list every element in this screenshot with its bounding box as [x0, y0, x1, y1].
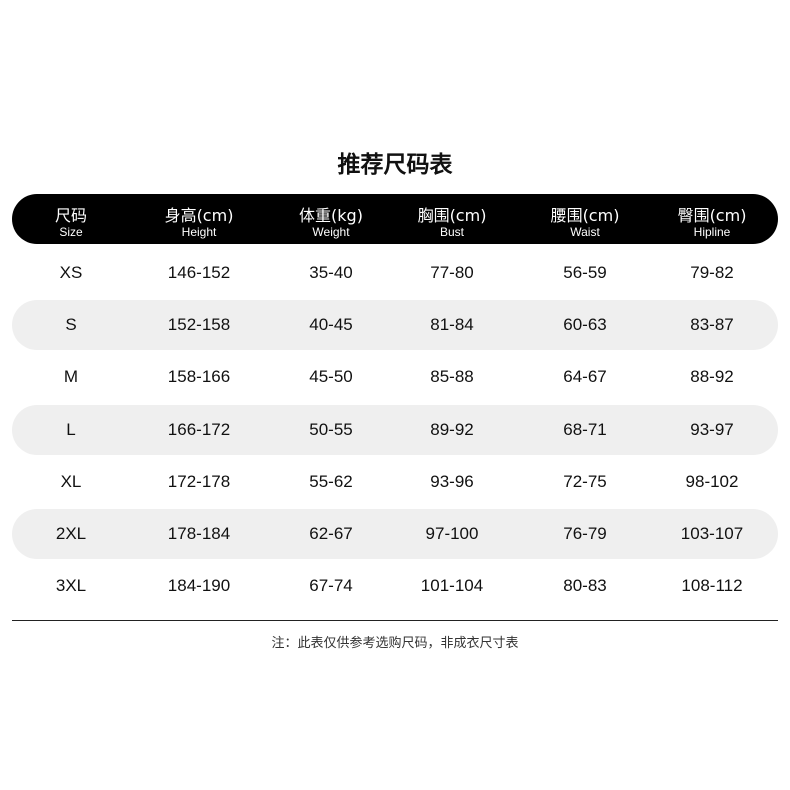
table-cell: 72-75: [563, 471, 607, 491]
table-cell: 2XL: [55, 524, 87, 543]
table-cell: 89-92: [430, 419, 474, 439]
column-header: 腰围(cm) Waist: [520, 194, 650, 244]
table-cell: 67-74: [309, 576, 353, 596]
table-cell: 3XL: [55, 576, 87, 596]
table-row: 3XL 184-190 67-74 101-104 80-83 108-112: [12, 561, 778, 611]
table-cell: 172-178: [167, 471, 231, 491]
table-row: M 158-166 45-50 85-88 64-67 88-92: [12, 352, 778, 402]
table-cell: 64-67: [563, 367, 607, 387]
table-cell: 35-40: [309, 263, 353, 282]
table-cell: L: [66, 419, 76, 439]
table-cell: 40-45: [309, 315, 353, 335]
column-header-zh: 臀围(cm): [677, 206, 747, 225]
table-cell: 55-62: [309, 471, 353, 491]
table-cell: 62-67: [309, 524, 353, 543]
column-header-zh: 腰围(cm): [550, 206, 620, 225]
column-header: 身高(cm) Height: [134, 194, 264, 244]
table-cell: 60-63: [563, 315, 607, 335]
table-cell: XS: [59, 263, 83, 282]
table-cell: 152-158: [167, 315, 231, 335]
column-header-en: Bust: [439, 225, 464, 239]
table-cell: 184-190: [167, 576, 231, 596]
table-cell: XL: [60, 471, 82, 491]
table-cell: 108-112: [681, 576, 743, 596]
table-cell: 56-59: [563, 263, 607, 282]
table-cell: 166-172: [167, 419, 231, 439]
table-row: XL 172-178 55-62 93-96 72-75 98-102: [12, 457, 778, 507]
table-cell: 101-104: [420, 576, 484, 596]
table-cell: 77-80: [430, 263, 474, 282]
column-header: 臀围(cm) Hipline: [647, 194, 777, 244]
column-header-zh: 体重(kg): [299, 206, 363, 225]
table-row: 2XL 178-184 62-67 97-100 76-79 103-107: [12, 509, 778, 559]
column-header: 体重(kg) Weight: [266, 194, 396, 244]
footnote: 注：此表仅供参考选购尺码，非成衣尺寸表: [271, 636, 519, 651]
table-cell: M: [63, 367, 79, 387]
table-cell: 45-50: [309, 367, 353, 387]
column-header-en: Size: [59, 225, 83, 239]
table-row: S 152-158 40-45 81-84 60-63 83-87: [12, 300, 778, 351]
column-header: 胸围(cm) Bust: [387, 194, 517, 244]
table-row: XS 146-152 35-40 77-80 56-59 79-82: [12, 248, 778, 298]
column-header-en: Hipline: [693, 225, 731, 239]
table-cell: 83-87: [690, 315, 734, 335]
column-header: 尺码 Size: [6, 194, 136, 244]
table-cell: 93-96: [430, 471, 474, 491]
table-cell: 146-152: [167, 263, 231, 282]
column-header-en: Waist: [570, 225, 600, 239]
table-cell: 158-166: [167, 367, 231, 387]
table-cell: 81-84: [430, 315, 474, 335]
column-header-en: Height: [181, 225, 217, 239]
table-cell: 79-82: [690, 263, 734, 282]
table-cell: 85-88: [430, 367, 474, 387]
table-cell: 98-102: [685, 471, 739, 491]
table-cell: 76-79: [563, 524, 607, 543]
table-cell: 178-184: [167, 524, 231, 543]
table-header: 尺码 Size 身高(cm) Height 体重(kg) Weight 胸围(cm) Bust…: [12, 194, 778, 244]
table-cell: 68-71: [563, 419, 607, 439]
table-cell: S: [65, 315, 77, 335]
table-cell: 103-107: [680, 524, 744, 543]
table-row: L 166-172 50-55 89-92 68-71 93-97: [12, 404, 778, 455]
table-cell: 88-92: [690, 367, 734, 387]
table-cell: 80-83: [563, 576, 607, 596]
table-cell: 97-100: [425, 524, 479, 543]
table-cell: 93-97: [690, 419, 734, 439]
column-header-en: Weight: [312, 225, 350, 239]
column-header-zh: 身高(cm): [164, 206, 234, 225]
divider: [12, 620, 778, 621]
table-cell: 50-55: [309, 419, 353, 439]
page-title: 推荐尺码表: [337, 152, 453, 178]
column-header-zh: 胸围(cm): [417, 206, 487, 225]
column-header-zh: 尺码: [54, 206, 87, 225]
